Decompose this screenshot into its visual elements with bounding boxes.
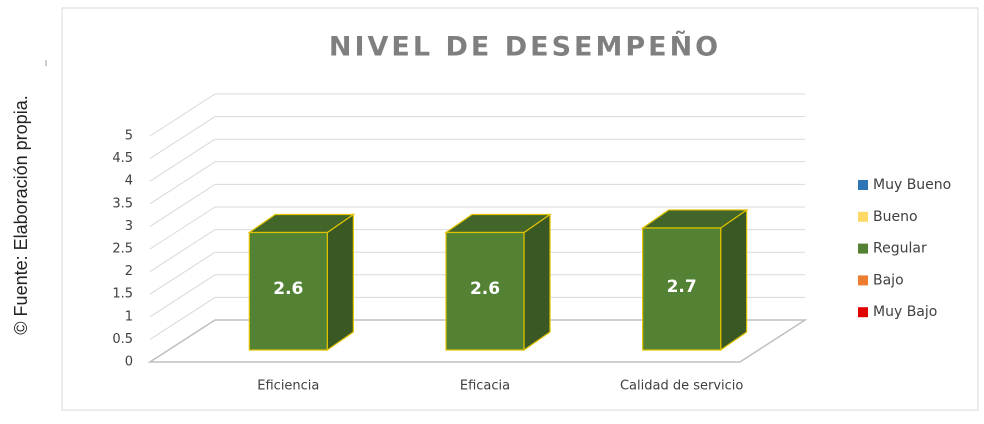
legend-swatch (858, 307, 868, 318)
source-note: © Fuente: Elaboración propia. (11, 95, 31, 334)
grid-line (149, 229, 216, 273)
y-tick-label: 4.5 (112, 151, 133, 166)
legend-label: Bajo (873, 272, 904, 288)
chart-title: NIVEL DE DESEMPEÑO (329, 31, 721, 63)
legend-label: Regular (873, 241, 927, 257)
y-tick-label: 1 (125, 309, 133, 324)
x-tick-label: Eficiencia (257, 379, 319, 394)
bar (642, 227, 722, 351)
value-label: 2.6 (470, 279, 500, 299)
grid-line (149, 296, 216, 340)
x-tick-label: Calidad de servicio (620, 379, 743, 394)
y-tick-label: 2 (125, 264, 133, 279)
legend-swatch (858, 211, 868, 222)
y-tick-label: 0.5 (112, 332, 133, 347)
bar-side (720, 208, 748, 352)
grid-line (149, 251, 216, 295)
bar-side (326, 213, 354, 352)
grid-line (149, 138, 216, 182)
bar (248, 231, 328, 351)
legend-swatch (858, 275, 868, 286)
grid-line (149, 93, 216, 137)
grid-line (149, 183, 216, 227)
y-tick-label: 5 (125, 129, 133, 144)
legend-label: Muy Bueno (873, 177, 951, 193)
x-tick-label: Eficacia (460, 379, 510, 394)
value-label: 2.7 (667, 277, 697, 297)
grid-line (149, 274, 216, 318)
legend-label: Bueno (873, 209, 918, 225)
value-label: 2.6 (273, 279, 303, 299)
y-tick-label: 2.5 (112, 242, 133, 257)
legend-swatch (858, 180, 868, 190)
grid-line (149, 161, 216, 205)
y-tick-label: 1.5 (112, 287, 133, 302)
y-tick-label: 3 (125, 219, 133, 234)
y-tick-label: 3.5 (112, 196, 133, 211)
grid-line (149, 116, 216, 160)
y-tick-label: 4 (125, 174, 133, 189)
legend-label: Muy Bajo (873, 304, 937, 320)
legend-swatch (858, 243, 868, 254)
bar-side (523, 213, 551, 352)
y-tick-label: 0 (125, 355, 133, 370)
grid-line (149, 206, 216, 250)
bar (445, 231, 525, 351)
